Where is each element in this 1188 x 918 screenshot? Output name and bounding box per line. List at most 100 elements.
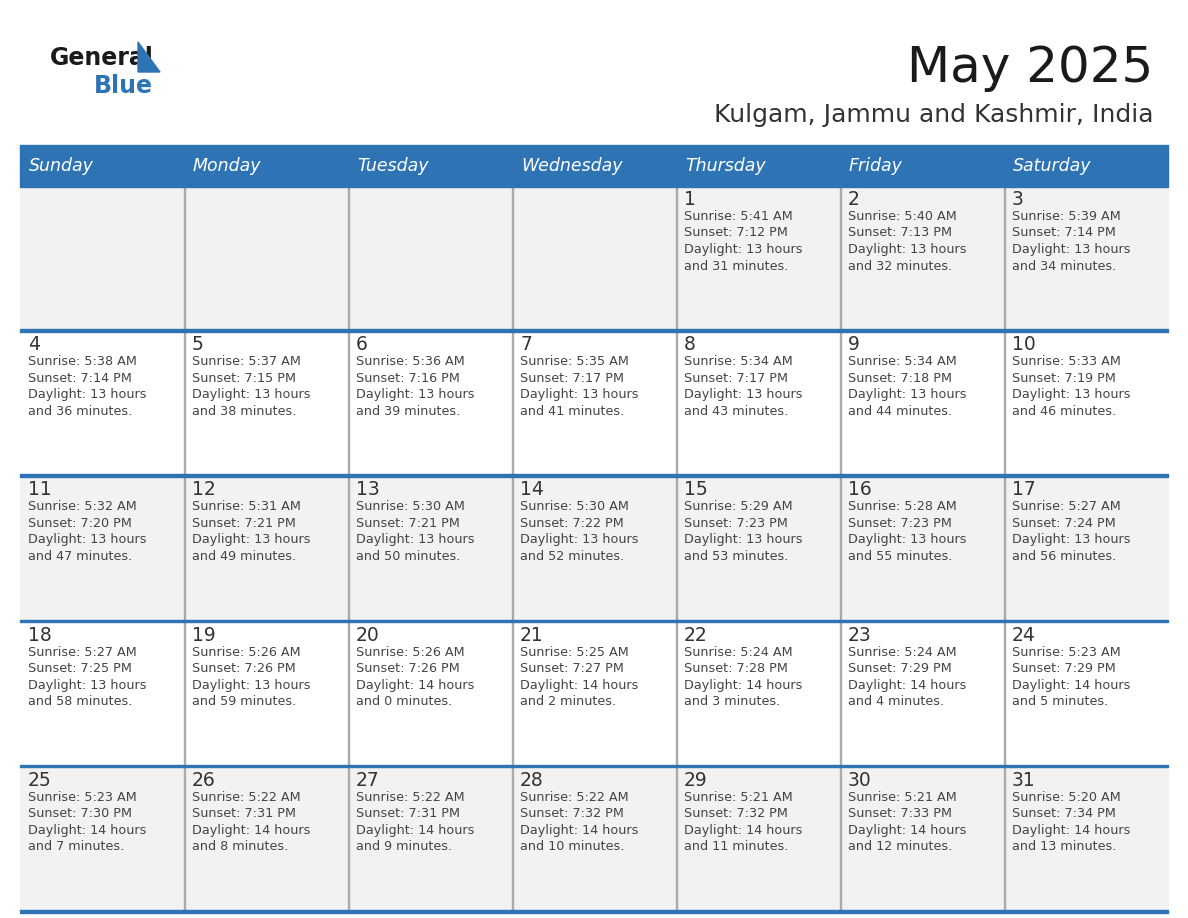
Text: Sunset: 7:32 PM: Sunset: 7:32 PM [684, 807, 788, 821]
Text: Sunrise: 5:32 AM: Sunrise: 5:32 AM [29, 500, 137, 513]
Text: Sunrise: 5:34 AM: Sunrise: 5:34 AM [684, 355, 792, 368]
Text: Sunset: 7:14 PM: Sunset: 7:14 PM [1012, 227, 1116, 240]
Text: and 12 minutes.: and 12 minutes. [848, 840, 953, 854]
Text: Daylight: 14 hours: Daylight: 14 hours [192, 823, 310, 837]
Text: Sunrise: 5:21 AM: Sunrise: 5:21 AM [684, 790, 792, 804]
Text: 21: 21 [520, 625, 544, 644]
Text: Daylight: 14 hours: Daylight: 14 hours [356, 678, 474, 691]
Text: Sunset: 7:21 PM: Sunset: 7:21 PM [356, 517, 460, 530]
Text: Daylight: 14 hours: Daylight: 14 hours [684, 823, 802, 837]
Text: Saturday: Saturday [1013, 157, 1092, 175]
Text: and 9 minutes.: and 9 minutes. [356, 840, 453, 854]
Text: Sunrise: 5:26 AM: Sunrise: 5:26 AM [356, 645, 465, 658]
Bar [20, 145, 1168, 149]
Text: Sunrise: 5:22 AM: Sunrise: 5:22 AM [192, 790, 301, 804]
Text: and 43 minutes.: and 43 minutes. [684, 405, 789, 418]
Text: Thursday: Thursday [685, 157, 765, 175]
Text: Daylight: 13 hours: Daylight: 13 hours [1012, 243, 1131, 256]
Text: Sunrise: 5:39 AM: Sunrise: 5:39 AM [1012, 210, 1120, 223]
Text: 17: 17 [1012, 480, 1036, 499]
Text: 30: 30 [848, 771, 872, 789]
Text: 22: 22 [684, 625, 708, 644]
Text: Daylight: 14 hours: Daylight: 14 hours [684, 678, 802, 691]
Text: Sunrise: 5:41 AM: Sunrise: 5:41 AM [684, 210, 792, 223]
Text: 9: 9 [848, 335, 860, 354]
Text: Kulgam, Jammu and Kashmir, India: Kulgam, Jammu and Kashmir, India [714, 103, 1154, 127]
Text: Daylight: 13 hours: Daylight: 13 hours [356, 388, 474, 401]
Text: Sunrise: 5:27 AM: Sunrise: 5:27 AM [29, 645, 137, 658]
Text: Daylight: 14 hours: Daylight: 14 hours [356, 823, 474, 837]
Text: Daylight: 13 hours: Daylight: 13 hours [192, 678, 310, 691]
Text: Daylight: 13 hours: Daylight: 13 hours [1012, 533, 1131, 546]
Text: and 10 minutes.: and 10 minutes. [520, 840, 625, 854]
Bar [20, 475, 1168, 476]
Text: Sunset: 7:14 PM: Sunset: 7:14 PM [29, 372, 132, 385]
Text: Sunrise: 5:40 AM: Sunrise: 5:40 AM [848, 210, 956, 223]
Text: 7: 7 [520, 335, 532, 354]
Text: and 5 minutes.: and 5 minutes. [1012, 695, 1108, 708]
Text: and 13 minutes.: and 13 minutes. [1012, 840, 1117, 854]
Text: 15: 15 [684, 480, 708, 499]
Text: Sunrise: 5:20 AM: Sunrise: 5:20 AM [1012, 790, 1120, 804]
Text: Sunset: 7:17 PM: Sunset: 7:17 PM [520, 372, 624, 385]
Text: Sunrise: 5:22 AM: Sunrise: 5:22 AM [356, 790, 465, 804]
Text: Sunrise: 5:22 AM: Sunrise: 5:22 AM [520, 790, 628, 804]
Text: Friday: Friday [849, 157, 903, 175]
Text: Daylight: 13 hours: Daylight: 13 hours [848, 388, 967, 401]
Text: Sunday: Sunday [29, 157, 94, 175]
Text: 8: 8 [684, 335, 696, 354]
Text: and 39 minutes.: and 39 minutes. [356, 405, 460, 418]
Text: 28: 28 [520, 771, 544, 789]
Text: Sunset: 7:28 PM: Sunset: 7:28 PM [684, 662, 788, 675]
Text: May 2025: May 2025 [906, 44, 1154, 92]
Text: 20: 20 [356, 625, 380, 644]
Text: Sunrise: 5:23 AM: Sunrise: 5:23 AM [1012, 645, 1120, 658]
Text: and 0 minutes.: and 0 minutes. [356, 695, 453, 708]
Text: Sunset: 7:23 PM: Sunset: 7:23 PM [684, 517, 788, 530]
Text: and 2 minutes.: and 2 minutes. [520, 695, 617, 708]
Bar [20, 910, 1168, 912]
Text: Sunrise: 5:37 AM: Sunrise: 5:37 AM [192, 355, 301, 368]
Text: Sunrise: 5:26 AM: Sunrise: 5:26 AM [192, 645, 301, 658]
Text: and 36 minutes.: and 36 minutes. [29, 405, 132, 418]
Bar [20, 331, 1168, 475]
Text: 5: 5 [192, 335, 204, 354]
Text: Sunset: 7:30 PM: Sunset: 7:30 PM [29, 807, 132, 821]
Text: and 49 minutes.: and 49 minutes. [192, 550, 296, 563]
Text: 27: 27 [356, 771, 380, 789]
Text: Sunset: 7:23 PM: Sunset: 7:23 PM [848, 517, 952, 530]
Text: 25: 25 [29, 771, 52, 789]
Text: Sunrise: 5:24 AM: Sunrise: 5:24 AM [684, 645, 792, 658]
Text: and 7 minutes.: and 7 minutes. [29, 840, 125, 854]
Text: Daylight: 13 hours: Daylight: 13 hours [684, 388, 803, 401]
Text: and 59 minutes.: and 59 minutes. [192, 695, 296, 708]
Text: Sunrise: 5:27 AM: Sunrise: 5:27 AM [1012, 500, 1120, 513]
Text: Sunset: 7:29 PM: Sunset: 7:29 PM [848, 662, 952, 675]
Text: Sunset: 7:33 PM: Sunset: 7:33 PM [848, 807, 952, 821]
Text: Daylight: 13 hours: Daylight: 13 hours [520, 388, 638, 401]
Text: Blue: Blue [94, 74, 153, 98]
Text: and 3 minutes.: and 3 minutes. [684, 695, 781, 708]
Text: Sunrise: 5:30 AM: Sunrise: 5:30 AM [520, 500, 628, 513]
Text: Sunrise: 5:33 AM: Sunrise: 5:33 AM [1012, 355, 1120, 368]
Text: Sunset: 7:16 PM: Sunset: 7:16 PM [356, 372, 460, 385]
Text: 16: 16 [848, 480, 872, 499]
Text: Daylight: 13 hours: Daylight: 13 hours [684, 243, 803, 256]
Bar [20, 622, 1168, 765]
Text: Daylight: 13 hours: Daylight: 13 hours [520, 533, 638, 546]
Text: Daylight: 14 hours: Daylight: 14 hours [1012, 678, 1130, 691]
Text: and 53 minutes.: and 53 minutes. [684, 550, 789, 563]
Text: and 55 minutes.: and 55 minutes. [848, 550, 953, 563]
Text: Sunset: 7:17 PM: Sunset: 7:17 PM [684, 372, 788, 385]
Text: 31: 31 [1012, 771, 1036, 789]
Text: Sunrise: 5:38 AM: Sunrise: 5:38 AM [29, 355, 137, 368]
Bar [20, 476, 1168, 620]
Text: Daylight: 13 hours: Daylight: 13 hours [1012, 388, 1131, 401]
Text: Daylight: 13 hours: Daylight: 13 hours [356, 533, 474, 546]
Text: Daylight: 13 hours: Daylight: 13 hours [29, 678, 146, 691]
Text: Sunrise: 5:31 AM: Sunrise: 5:31 AM [192, 500, 301, 513]
Text: General: General [50, 46, 154, 70]
Bar [20, 620, 1168, 622]
Text: 29: 29 [684, 771, 708, 789]
Text: Sunrise: 5:34 AM: Sunrise: 5:34 AM [848, 355, 956, 368]
